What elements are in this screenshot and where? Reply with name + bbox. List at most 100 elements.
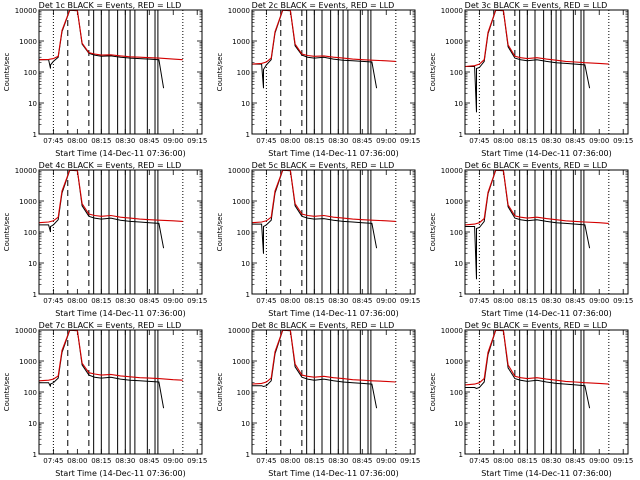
x-tick-label: 09:15 — [400, 457, 420, 465]
series-lld-line — [465, 10, 609, 68]
y-axis-label: Counts/sec — [429, 53, 437, 92]
x-tick-label: 07:45 — [43, 457, 63, 465]
plot-frame — [251, 169, 416, 295]
x-tick-label: 08:00 — [280, 297, 300, 305]
y-tick-label: 1000 — [19, 198, 37, 206]
x-tick-label: 08:45 — [352, 297, 372, 305]
chart-panel-5: Det 5c BLACK = Events, RED = LLD Counts/s… — [216, 161, 420, 318]
y-tick-label: 10 — [241, 100, 250, 108]
y-tick-label: 10000 — [441, 167, 463, 175]
plot-area — [252, 330, 397, 454]
y-axis-label: Counts/sec — [216, 53, 224, 92]
y-axis-label: Counts/sec — [429, 373, 437, 412]
y-tick-label: 100 — [450, 69, 463, 77]
chart-title: Det 8c BLACK = Events, RED = LLD — [252, 321, 395, 330]
x-tick-label: 09:00 — [163, 297, 183, 305]
series-events-line — [39, 170, 165, 249]
x-tick-label: 08:30 — [115, 297, 135, 305]
plot-area — [465, 170, 610, 294]
chart-panel-4: Det 4c BLACK = Events, RED = LLD Counts/s… — [3, 161, 207, 318]
x-axis-label: Start Time (14-Dec-11 07:36:00) — [268, 309, 399, 318]
y-tick-label: 1000 — [445, 38, 463, 46]
x-tick-label: 08:15 — [517, 137, 537, 145]
x-tick-label: 08:15 — [304, 457, 324, 465]
x-tick-label: 09:15 — [613, 137, 633, 145]
y-tick-label: 1 — [459, 451, 463, 459]
x-tick-label: 08:45 — [565, 137, 585, 145]
chart-title: Det 3c BLACK = Events, RED = LLD — [465, 1, 608, 10]
x-tick-label: 07:45 — [469, 457, 489, 465]
y-tick-label: 10000 — [15, 327, 37, 335]
x-axis-label: Start Time (14-Dec-11 07:36:00) — [268, 149, 399, 158]
x-tick-label: 09:00 — [589, 297, 609, 305]
plot-frame — [464, 169, 629, 295]
x-tick-label: 08:15 — [91, 457, 111, 465]
plot-frame — [38, 169, 203, 295]
y-tick-label: 10000 — [228, 327, 250, 335]
chart-title: Det 1c BLACK = Events, RED = LLD — [39, 1, 182, 10]
plot-area — [252, 170, 397, 294]
x-tick-label: 07:45 — [43, 137, 63, 145]
y-tick-label: 10000 — [441, 327, 463, 335]
x-tick-label: 08:00 — [280, 457, 300, 465]
y-tick-label: 10000 — [228, 167, 250, 175]
x-tick-label: 08:15 — [304, 137, 324, 145]
y-tick-label: 100 — [237, 69, 250, 77]
y-tick-label: 1 — [33, 291, 37, 299]
x-tick-label: 08:00 — [493, 457, 513, 465]
x-tick-label: 07:45 — [256, 457, 276, 465]
x-axis-label: Start Time (14-Dec-11 07:36:00) — [55, 469, 186, 478]
y-tick-label: 100 — [24, 69, 37, 77]
y-tick-label: 1000 — [232, 38, 250, 46]
x-tick-label: 07:45 — [256, 137, 276, 145]
x-tick-label: 08:30 — [115, 137, 135, 145]
y-axis-label: Counts/sec — [3, 213, 11, 252]
x-tick-label: 08:00 — [493, 137, 513, 145]
x-tick-label: 09:15 — [187, 137, 207, 145]
chart-title: Det 2c BLACK = Events, RED = LLD — [252, 1, 395, 10]
x-tick-label: 08:45 — [352, 457, 372, 465]
x-tick-label: 09:15 — [400, 297, 420, 305]
plot-area — [39, 170, 184, 294]
series-events-line — [252, 170, 378, 254]
x-tick-label: 08:15 — [91, 137, 111, 145]
x-tick-label: 09:15 — [187, 297, 207, 305]
x-tick-label: 08:15 — [517, 297, 537, 305]
x-tick-label: 08:15 — [304, 297, 324, 305]
y-tick-label: 10 — [454, 260, 463, 268]
x-tick-label: 08:30 — [115, 457, 135, 465]
chart-panel-2: Det 2c BLACK = Events, RED = LLD Counts/s… — [216, 1, 420, 158]
series-events-line — [465, 170, 591, 280]
series-lld-line — [252, 10, 396, 65]
y-axis-label: Counts/sec — [216, 213, 224, 252]
series-lld-line — [39, 170, 183, 224]
y-tick-label: 1000 — [19, 38, 37, 46]
series-lld-line — [465, 330, 609, 386]
y-axis-label: Counts/sec — [216, 373, 224, 412]
x-tick-label: 08:30 — [328, 137, 348, 145]
x-axis-label: Start Time (14-Dec-11 07:36:00) — [481, 309, 612, 318]
y-tick-label: 100 — [24, 389, 37, 397]
y-tick-label: 100 — [237, 229, 250, 237]
y-tick-label: 10 — [241, 420, 250, 428]
x-tick-label: 08:15 — [517, 457, 537, 465]
x-axis-label: Start Time (14-Dec-11 07:36:00) — [55, 149, 186, 158]
x-axis-label: Start Time (14-Dec-11 07:36:00) — [268, 469, 399, 478]
x-tick-label: 09:00 — [163, 137, 183, 145]
y-tick-label: 10000 — [228, 7, 250, 15]
series-events-line — [465, 10, 591, 113]
y-tick-label: 100 — [450, 389, 463, 397]
series-events-line — [252, 10, 378, 89]
plot-frame — [251, 9, 416, 135]
chart-title: Det 7c BLACK = Events, RED = LLD — [39, 321, 182, 330]
chart-panel-8: Det 8c BLACK = Events, RED = LLD Counts/s… — [216, 321, 420, 478]
plot-frame — [38, 329, 203, 455]
y-tick-label: 10000 — [15, 167, 37, 175]
x-tick-label: 09:00 — [376, 457, 396, 465]
x-axis-label: Start Time (14-Dec-11 07:36:00) — [481, 469, 612, 478]
chart-title: Det 5c BLACK = Events, RED = LLD — [252, 161, 395, 170]
plot-frame — [251, 329, 416, 455]
x-axis-label: Start Time (14-Dec-11 07:36:00) — [481, 149, 612, 158]
y-tick-label: 1 — [459, 131, 463, 139]
